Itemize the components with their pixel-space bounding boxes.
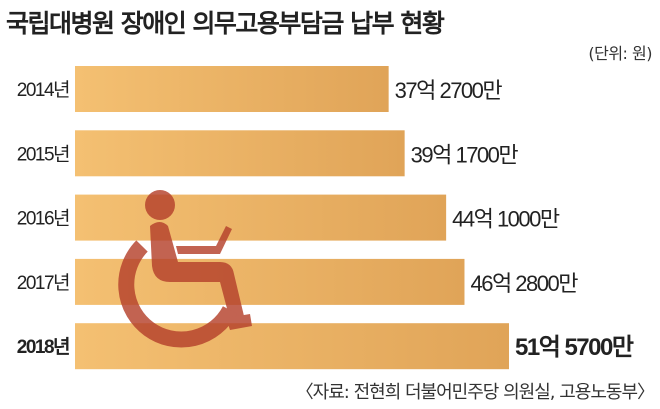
value-label: 39억 1700만	[411, 142, 519, 167]
bar-2017년	[75, 258, 465, 305]
value-label: 46억 2800만	[470, 271, 578, 296]
value-label: 37억 2700만	[395, 78, 503, 103]
chart-title: 국립대병원 장애인 의무고용부담금 납부 현황	[6, 9, 445, 38]
unit-label: (단위: 원)	[588, 44, 652, 63]
category-label: 2014년	[17, 79, 69, 101]
source-note: 〈자료: 전현희 더불어민주당 의원실, 고용노동부〉	[295, 382, 655, 403]
category-label: 2017년	[17, 272, 69, 294]
value-label: 51억 5700만	[515, 334, 634, 361]
bar-2014년	[75, 66, 389, 112]
wheelchair-user-icon	[118, 190, 252, 348]
category-label: 2018년	[17, 336, 69, 358]
bar-2015년	[75, 130, 405, 177]
bar-2016년	[75, 194, 447, 241]
value-label: 44억 1000만	[452, 207, 560, 232]
category-label: 2016년	[17, 208, 69, 230]
category-label: 2015년	[17, 143, 69, 165]
